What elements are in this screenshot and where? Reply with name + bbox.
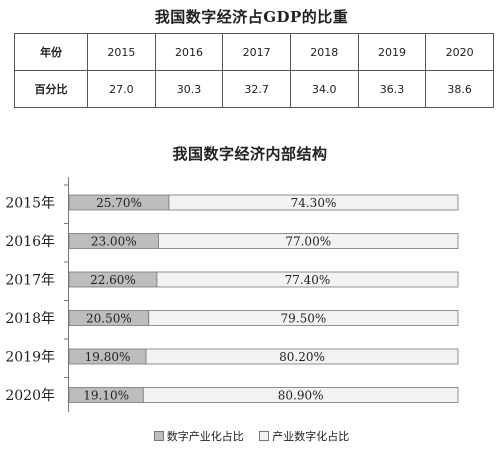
legend-swatch <box>259 431 270 441</box>
table-cell-value: 34.0 <box>289 70 359 108</box>
data-label: 20.50% <box>86 312 132 326</box>
data-label: 80.90% <box>278 389 324 403</box>
stacked-bar-chart: 2015年 25.70% 74.30% 2016年 23.00% 77.00% 2017年 2… <box>5 177 459 412</box>
data-label: 77.40% <box>285 273 331 287</box>
data-label: 19.10% <box>83 389 129 403</box>
data-label: 74.30% <box>291 196 337 210</box>
table-cell-value: 38.6 <box>425 70 494 108</box>
data-label: 77.00% <box>285 235 331 249</box>
table-cell-year: 2019 <box>357 33 427 71</box>
bar-industrial-digitization <box>168 194 459 211</box>
y-tick-label: 2020年 <box>5 388 55 404</box>
table-cell-value: 27.0 <box>87 70 156 108</box>
table-header-percent: 百分比 <box>14 70 88 108</box>
table-cell-year: 2018 <box>289 33 359 71</box>
legend-swatch <box>153 431 164 441</box>
legend-label: 数字产业化占比 <box>166 430 244 443</box>
table-cell-year: 2020 <box>425 33 494 71</box>
legend-item-digital-industrialization: 数字产业化占比 <box>153 428 244 444</box>
data-label: 80.20% <box>279 350 325 364</box>
bar-industrial-digitization <box>148 310 459 326</box>
table-cell-value: 36.3 <box>357 70 427 108</box>
bar-industrial-digitization <box>145 348 459 365</box>
data-label: 23.00% <box>91 235 137 249</box>
table-cell-value: 30.3 <box>154 70 224 108</box>
bar-industrial-digitization <box>156 271 459 288</box>
y-tick-label: 2015年 <box>5 196 55 212</box>
bar-industrial-digitization <box>142 387 459 403</box>
table-cell-year: 2016 <box>154 33 224 71</box>
y-tick-label: 2017年 <box>5 273 55 289</box>
legend-label: 产业数字化占比 <box>272 430 350 443</box>
data-label: 79.50% <box>280 312 326 326</box>
table-cell-year: 2015 <box>87 33 156 71</box>
y-tick-label: 2018年 <box>5 311 55 327</box>
bar-industrial-digitization <box>158 233 459 249</box>
table-title: 我国数字经济占GDP的比重 <box>154 8 349 26</box>
y-tick-label: 2016年 <box>5 234 55 250</box>
gdp-share-table: 年份 2015 2016 2017 2018 2019 2020 百分比 27.… <box>14 33 494 108</box>
table-row-percent: 百分比 27.0 30.3 32.7 34.0 36.3 38.6 <box>14 70 494 108</box>
data-label: 19.80% <box>85 350 131 364</box>
table-cell-year: 2017 <box>222 33 291 71</box>
chart-legend: 数字产业化占比 产业数字化占比 <box>0 428 503 444</box>
data-label: 22.60% <box>90 273 136 287</box>
table-header-year: 年份 <box>14 33 88 71</box>
table-row-years: 年份 2015 2016 2017 2018 2019 2020 <box>14 33 494 71</box>
chart-title: 我国数字经济内部结构 <box>172 145 328 163</box>
y-tick-label: 2019年 <box>5 350 55 366</box>
table-cell-value: 32.7 <box>222 70 291 108</box>
legend-item-industrial-digitization: 产业数字化占比 <box>259 428 349 444</box>
data-label: 25.70% <box>96 196 142 210</box>
